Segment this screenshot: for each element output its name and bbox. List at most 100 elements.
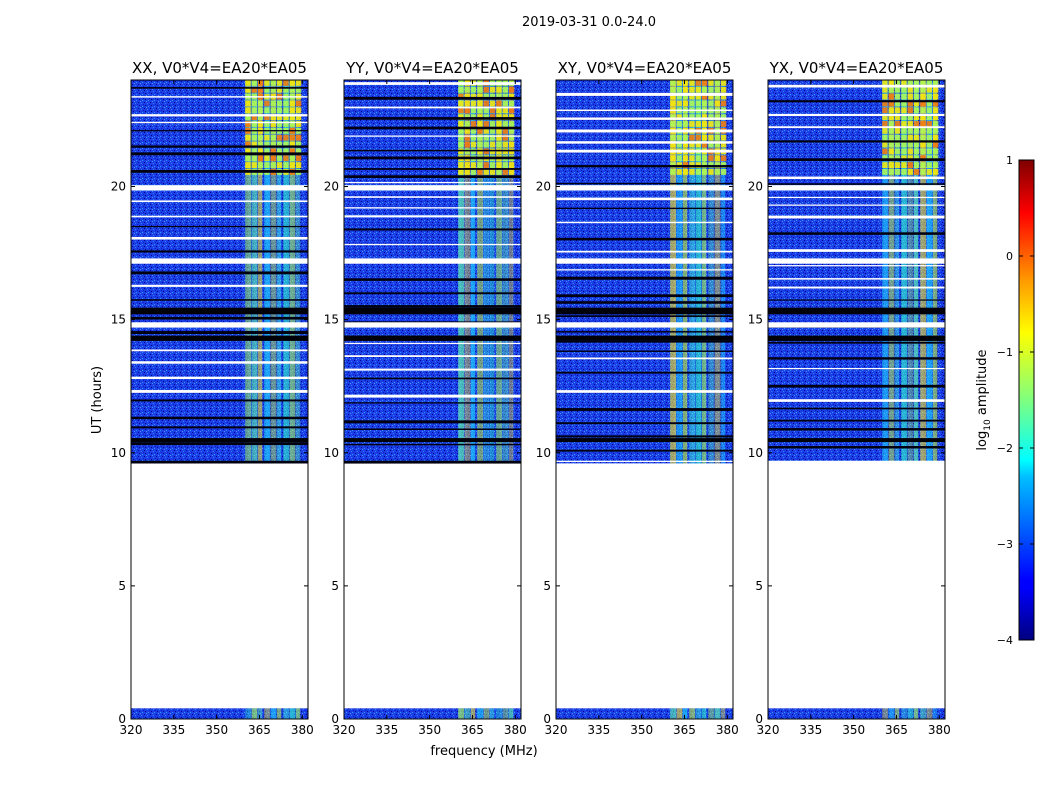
rfi-cell xyxy=(257,107,264,114)
rfi-column xyxy=(901,708,908,719)
rfi-cell xyxy=(708,100,714,107)
rfi-cell xyxy=(489,134,496,141)
x-tick-label: 335 xyxy=(162,723,185,737)
rfi-cell xyxy=(689,80,695,86)
rfi-cell xyxy=(695,155,701,162)
rfi-cell xyxy=(295,148,302,155)
rfi-cell xyxy=(257,114,264,121)
rfi-cell xyxy=(720,169,727,175)
rfi-column xyxy=(708,80,715,464)
y-tick-label: 10 xyxy=(111,446,126,460)
flag-line xyxy=(344,126,521,130)
rfi-cell xyxy=(926,93,932,100)
rfi-cell xyxy=(464,86,470,93)
rfi-cell xyxy=(270,100,276,107)
rfi-cell xyxy=(289,80,295,86)
rfi-cell xyxy=(295,80,302,86)
flag-line xyxy=(131,361,308,364)
x-tick-label: 320 xyxy=(545,723,568,737)
rfi-cell xyxy=(270,134,276,141)
rfi-cell xyxy=(701,100,708,107)
rfi-cell xyxy=(882,155,888,162)
data-band-1 xyxy=(131,708,308,719)
rfi-column xyxy=(251,708,258,719)
rfi-cell xyxy=(264,100,270,107)
rfi-cell xyxy=(682,141,689,148)
y-tick-label: 15 xyxy=(536,313,551,327)
flag-line xyxy=(131,399,308,402)
data-band-1 xyxy=(768,708,945,719)
flag-line xyxy=(556,92,733,96)
flag-line xyxy=(768,265,945,267)
rfi-cell xyxy=(270,155,276,162)
rfi-cell xyxy=(913,148,920,155)
rfi-cell xyxy=(257,162,264,169)
rfi-cell xyxy=(901,121,907,127)
rfi-cell xyxy=(920,107,926,114)
flag-line xyxy=(556,165,733,168)
rfi-cell xyxy=(926,155,932,162)
rfi-column xyxy=(701,708,707,719)
rfi-cell xyxy=(689,100,695,107)
rfi-cell xyxy=(894,107,901,114)
flag-line xyxy=(768,215,945,219)
rfi-cell xyxy=(682,155,689,162)
rfi-column xyxy=(720,708,726,719)
rfi-column xyxy=(913,708,919,719)
rfi-cell xyxy=(508,93,515,100)
rfi-column xyxy=(926,708,933,719)
rfi-column xyxy=(689,708,696,719)
x-tick-label: 320 xyxy=(757,723,780,737)
colorbar-tick-label: −4 xyxy=(997,634,1013,647)
rfi-cell xyxy=(283,114,289,121)
y-tick-label: 10 xyxy=(536,446,551,460)
rfi-cell xyxy=(496,100,502,107)
rfi-cell xyxy=(676,121,682,127)
rfi-cell xyxy=(926,114,932,121)
y-tick-label: 0 xyxy=(543,712,551,726)
rfi-cell xyxy=(670,134,676,141)
rfi-cell xyxy=(251,162,257,169)
rfi-cell xyxy=(670,93,676,100)
rfi-cell xyxy=(270,121,276,127)
flag-line xyxy=(768,299,945,301)
rfi-cell xyxy=(720,114,727,121)
y-axis-label: UT (hours) xyxy=(90,366,105,434)
panel-4: YX, V0*V4=EA20*EA05 320 335 350 365 380 0 5 10 15… xyxy=(748,59,951,737)
rfi-cell xyxy=(470,121,477,127)
rfi-cell xyxy=(920,127,926,134)
rfi-cell xyxy=(295,141,302,148)
flag-line xyxy=(344,207,521,209)
panel-title: YX, V0*V4=EA20*EA05 xyxy=(769,59,944,77)
rfi-cell xyxy=(251,80,257,86)
rfi-cell xyxy=(708,93,714,100)
colorbar-gradient xyxy=(1018,159,1035,641)
rfi-cell xyxy=(458,162,464,169)
rfi-cell xyxy=(932,100,939,107)
rfi-cell xyxy=(508,107,515,114)
rfi-cell xyxy=(496,121,502,127)
colorbar-tick-label: 0 xyxy=(1006,250,1013,263)
flag-line xyxy=(344,355,521,358)
rfi-cell xyxy=(901,93,907,100)
rfi-cell xyxy=(926,162,932,169)
rfi-cell xyxy=(708,114,714,121)
rfi-cell xyxy=(682,93,689,100)
rfi-cell xyxy=(483,162,489,169)
flag-line xyxy=(131,299,308,301)
flag-line xyxy=(768,278,945,280)
rfi-cell xyxy=(470,107,477,114)
flag-line xyxy=(344,181,521,184)
rfi-column xyxy=(708,708,715,719)
rfi-cell xyxy=(720,86,727,93)
rfi-cell xyxy=(470,86,477,93)
rfi-cell xyxy=(496,162,502,169)
rfi-cell xyxy=(502,141,508,148)
rfi-cell xyxy=(502,162,508,169)
rfi-column xyxy=(676,80,683,464)
rfi-cell xyxy=(245,86,251,93)
rfi-cell xyxy=(894,121,901,127)
x-tick-label: 335 xyxy=(587,723,610,737)
rfi-cell xyxy=(926,80,932,86)
rfi-cell xyxy=(913,134,920,141)
